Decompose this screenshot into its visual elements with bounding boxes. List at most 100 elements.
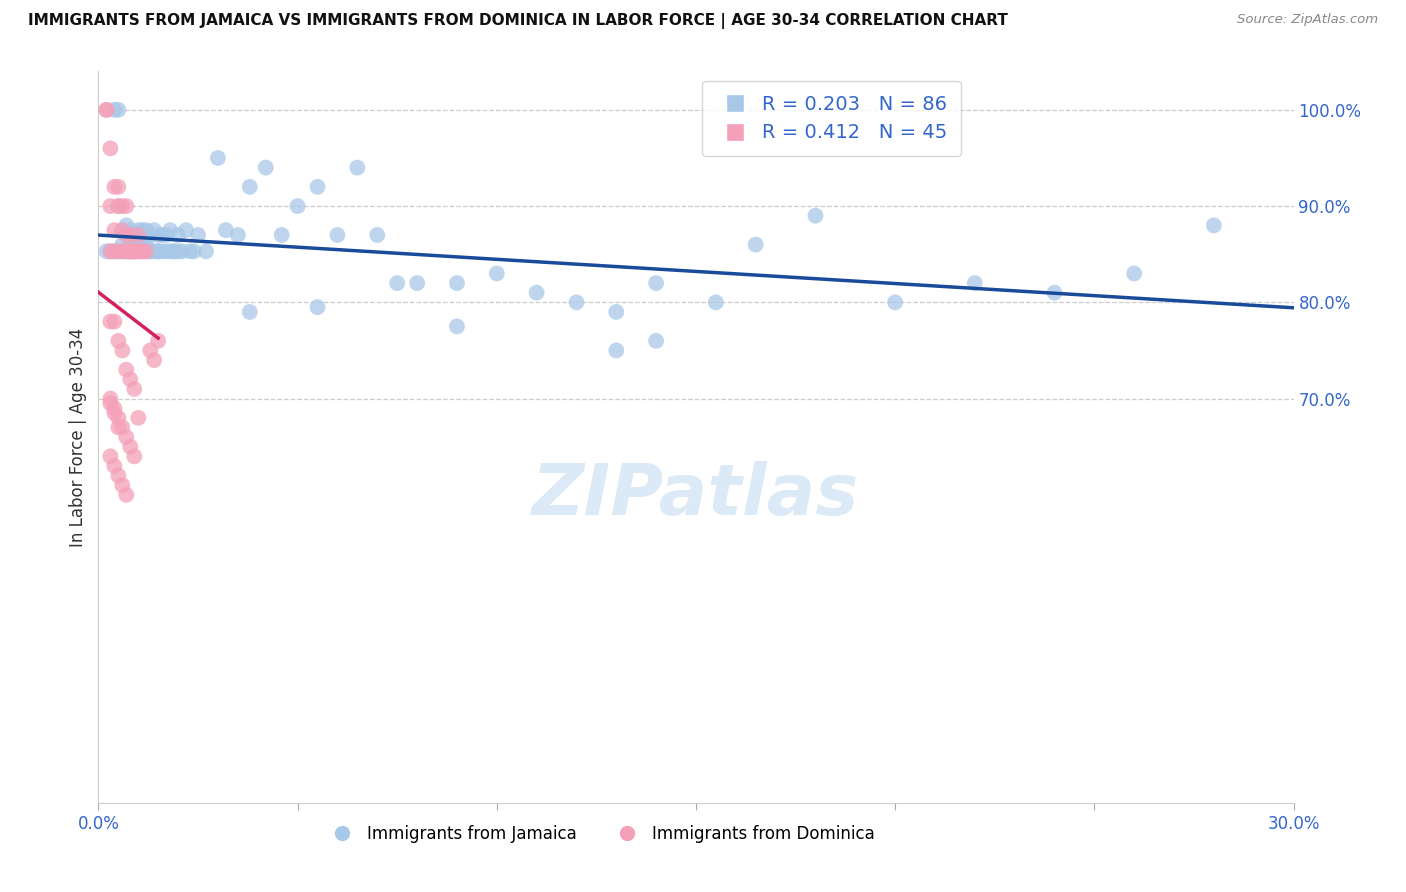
Point bbox=[645, 276, 668, 290]
Point bbox=[131, 244, 153, 259]
Point bbox=[120, 440, 142, 454]
Point bbox=[139, 244, 162, 259]
Point bbox=[120, 223, 142, 237]
Point bbox=[103, 103, 125, 117]
Point bbox=[111, 237, 134, 252]
Point bbox=[565, 295, 588, 310]
Point bbox=[485, 267, 508, 281]
Point bbox=[139, 244, 162, 259]
Point bbox=[207, 151, 229, 165]
Point bbox=[107, 410, 129, 425]
Point bbox=[127, 244, 149, 259]
Point bbox=[115, 488, 138, 502]
Point bbox=[804, 209, 827, 223]
Point bbox=[124, 244, 146, 259]
Point bbox=[139, 343, 162, 358]
Point bbox=[124, 244, 146, 259]
Point bbox=[111, 244, 134, 259]
Point bbox=[124, 244, 146, 259]
Point bbox=[1123, 267, 1146, 281]
Point bbox=[124, 244, 146, 259]
Point bbox=[174, 223, 197, 237]
Point bbox=[111, 420, 134, 434]
Point bbox=[120, 244, 142, 259]
Point bbox=[135, 237, 157, 252]
Point bbox=[124, 450, 146, 464]
Point bbox=[446, 319, 468, 334]
Point bbox=[120, 244, 142, 259]
Point bbox=[645, 334, 668, 348]
Point bbox=[107, 420, 129, 434]
Point bbox=[107, 199, 129, 213]
Point bbox=[96, 103, 118, 117]
Point bbox=[103, 223, 125, 237]
Point bbox=[148, 244, 170, 259]
Point bbox=[143, 223, 166, 237]
Point bbox=[1043, 285, 1066, 300]
Point bbox=[103, 406, 125, 420]
Point bbox=[107, 468, 129, 483]
Point bbox=[307, 179, 329, 194]
Point bbox=[131, 244, 153, 259]
Point bbox=[287, 199, 309, 213]
Point bbox=[135, 244, 157, 259]
Point bbox=[120, 237, 142, 252]
Text: ZIPatlas: ZIPatlas bbox=[533, 461, 859, 530]
Point bbox=[120, 244, 142, 259]
Point bbox=[103, 458, 125, 473]
Point bbox=[103, 244, 125, 259]
Point bbox=[107, 179, 129, 194]
Point bbox=[115, 199, 138, 213]
Point bbox=[115, 244, 138, 259]
Point bbox=[98, 244, 122, 259]
Point bbox=[111, 244, 134, 259]
Point bbox=[120, 372, 142, 386]
Point bbox=[385, 276, 409, 290]
Point bbox=[150, 227, 173, 242]
Point bbox=[111, 199, 134, 213]
Point bbox=[239, 179, 262, 194]
Point bbox=[215, 223, 238, 237]
Point bbox=[143, 353, 166, 368]
Point bbox=[103, 315, 125, 329]
Point bbox=[98, 450, 122, 464]
Point bbox=[103, 401, 125, 416]
Point bbox=[107, 244, 129, 259]
Point bbox=[163, 244, 186, 259]
Point bbox=[187, 227, 209, 242]
Point bbox=[307, 300, 329, 314]
Point bbox=[98, 244, 122, 259]
Point bbox=[127, 244, 149, 259]
Point bbox=[254, 161, 277, 175]
Point bbox=[963, 276, 986, 290]
Point bbox=[326, 227, 349, 242]
Point bbox=[127, 227, 149, 242]
Point bbox=[107, 244, 129, 259]
Point bbox=[155, 227, 177, 242]
Point bbox=[98, 315, 122, 329]
Point bbox=[131, 244, 153, 259]
Point bbox=[127, 410, 149, 425]
Point bbox=[127, 237, 149, 252]
Y-axis label: In Labor Force | Age 30-34: In Labor Force | Age 30-34 bbox=[69, 327, 87, 547]
Point bbox=[98, 392, 122, 406]
Point bbox=[183, 244, 205, 259]
Point bbox=[167, 244, 190, 259]
Point bbox=[159, 244, 181, 259]
Point bbox=[704, 295, 727, 310]
Point bbox=[120, 244, 142, 259]
Point bbox=[98, 396, 122, 410]
Point bbox=[111, 343, 134, 358]
Point bbox=[148, 227, 170, 242]
Point bbox=[446, 276, 468, 290]
Point bbox=[226, 227, 249, 242]
Point bbox=[270, 227, 292, 242]
Point bbox=[195, 244, 218, 259]
Point bbox=[107, 199, 129, 213]
Point bbox=[605, 343, 627, 358]
Point bbox=[115, 227, 138, 242]
Point bbox=[135, 244, 157, 259]
Point bbox=[159, 223, 181, 237]
Point bbox=[163, 244, 186, 259]
Point bbox=[366, 227, 388, 242]
